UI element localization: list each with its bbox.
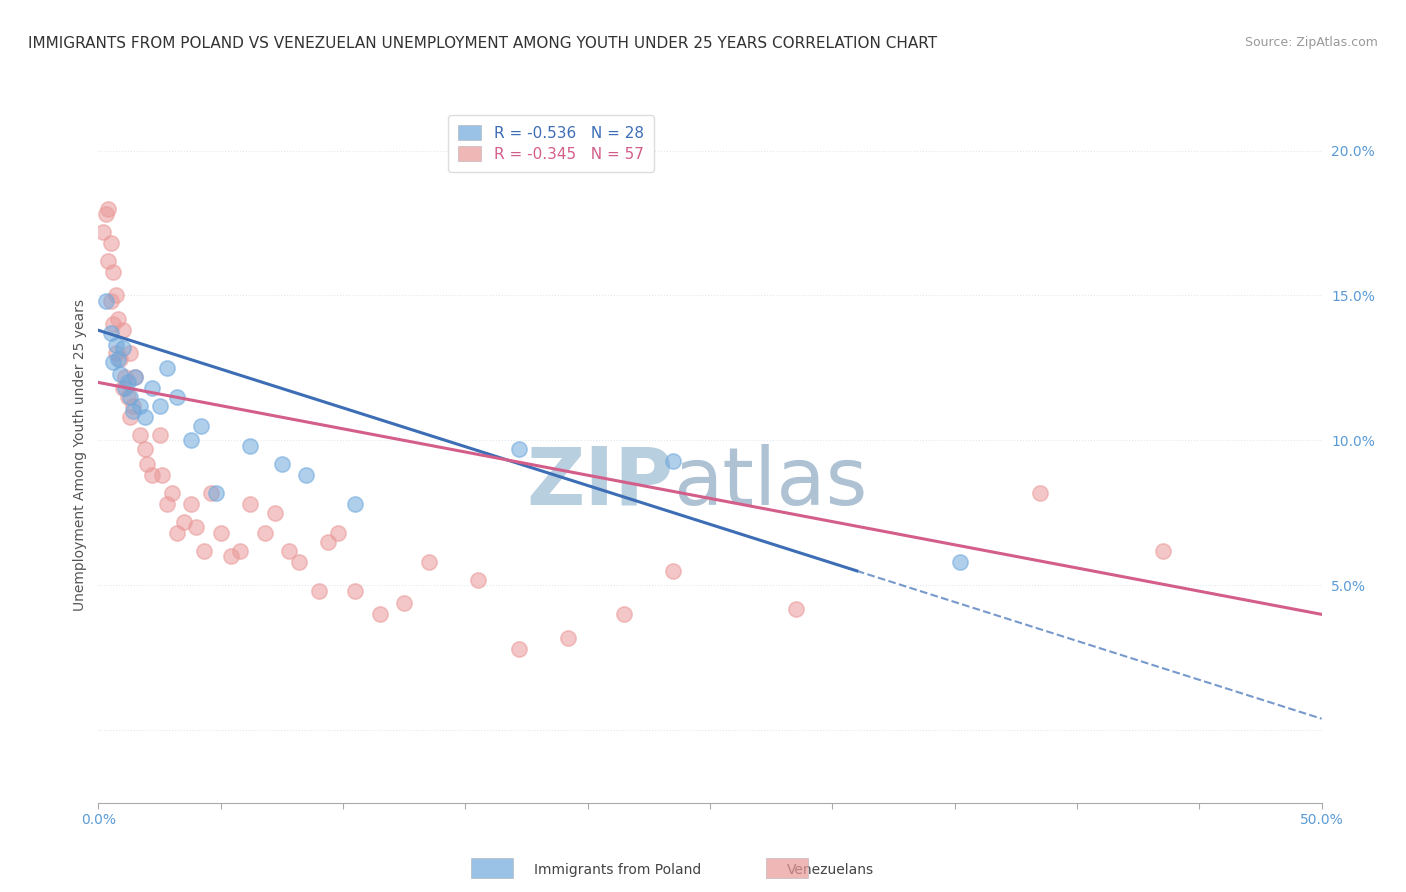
Point xyxy=(239,497,262,511)
Point xyxy=(229,543,252,558)
Legend: R = -0.536   N = 28, R = -0.345   N = 57: R = -0.536 N = 28, R = -0.345 N = 57 xyxy=(447,115,654,172)
Text: IMMIGRANTS FROM POLAND VS VENEZUELAN UNEMPLOYMENT AMONG YOUTH UNDER 25 YEARS COR: IMMIGRANTS FROM POLAND VS VENEZUELAN UNE… xyxy=(28,36,938,51)
Point xyxy=(141,468,163,483)
Point xyxy=(124,369,146,384)
Point xyxy=(149,399,172,413)
Point xyxy=(180,497,202,511)
Point xyxy=(253,526,276,541)
Point xyxy=(117,390,139,404)
Point xyxy=(104,338,127,352)
Text: atlas: atlas xyxy=(673,443,868,522)
Point xyxy=(141,381,163,395)
Text: Immigrants from Poland: Immigrants from Poland xyxy=(534,863,702,877)
Text: Source: ZipAtlas.com: Source: ZipAtlas.com xyxy=(1244,36,1378,49)
Point xyxy=(134,410,156,425)
Point xyxy=(205,485,228,500)
Point xyxy=(209,526,232,541)
Point xyxy=(120,390,142,404)
Point xyxy=(662,564,685,578)
Point xyxy=(160,485,183,500)
Point xyxy=(166,390,188,404)
Point xyxy=(270,457,294,471)
Point xyxy=(94,207,117,221)
Point xyxy=(91,225,114,239)
Point xyxy=(107,352,129,367)
Point xyxy=(120,346,142,360)
Point xyxy=(150,468,173,483)
Point xyxy=(166,526,188,541)
Point xyxy=(368,607,391,622)
Point xyxy=(101,355,124,369)
Point xyxy=(1029,485,1052,500)
Point xyxy=(100,236,122,251)
Point xyxy=(121,404,143,418)
Point xyxy=(104,346,127,360)
Point xyxy=(288,555,311,569)
Point xyxy=(107,311,129,326)
Point xyxy=(200,485,222,500)
Point xyxy=(104,288,127,302)
Point xyxy=(190,419,212,434)
Point xyxy=(114,369,136,384)
Point xyxy=(263,506,285,520)
Point xyxy=(110,367,132,381)
Point xyxy=(94,294,117,309)
Point xyxy=(344,584,367,599)
Y-axis label: Unemployment Among Youth under 25 years: Unemployment Among Youth under 25 years xyxy=(73,299,87,611)
Point xyxy=(328,526,350,541)
Point xyxy=(295,468,318,483)
Text: Venezuelans: Venezuelans xyxy=(787,863,875,877)
Point xyxy=(97,253,120,268)
Point xyxy=(1152,543,1174,558)
Point xyxy=(392,596,416,610)
Point xyxy=(124,369,146,384)
Point xyxy=(785,601,807,615)
Point xyxy=(180,434,202,448)
Point xyxy=(117,376,139,390)
Point xyxy=(136,457,159,471)
Point xyxy=(101,318,124,332)
Point xyxy=(948,555,970,569)
Point xyxy=(173,515,195,529)
Point xyxy=(100,326,122,341)
Point xyxy=(508,442,530,456)
Point xyxy=(100,294,122,309)
Point xyxy=(111,323,134,337)
Point xyxy=(129,427,152,442)
Point xyxy=(186,520,208,534)
Point xyxy=(613,607,636,622)
Point xyxy=(508,642,530,657)
Point xyxy=(239,439,262,453)
Point xyxy=(557,631,579,645)
Text: ZIP: ZIP xyxy=(526,443,673,522)
Point xyxy=(219,549,242,564)
Point xyxy=(121,399,143,413)
Point xyxy=(156,361,179,376)
Point xyxy=(344,497,367,511)
Point xyxy=(110,352,132,367)
Point xyxy=(134,442,156,456)
Point xyxy=(156,497,179,511)
Point xyxy=(97,202,120,216)
Point xyxy=(193,543,215,558)
Point xyxy=(111,381,134,395)
Point xyxy=(308,584,330,599)
Point xyxy=(278,543,301,558)
Point xyxy=(101,265,124,279)
Point xyxy=(111,341,134,355)
Point xyxy=(149,427,172,442)
Point xyxy=(418,555,440,569)
Point xyxy=(318,534,340,549)
Point xyxy=(129,399,152,413)
Point xyxy=(662,453,685,467)
Point xyxy=(120,410,142,425)
Point xyxy=(114,381,136,395)
Point xyxy=(467,573,489,587)
